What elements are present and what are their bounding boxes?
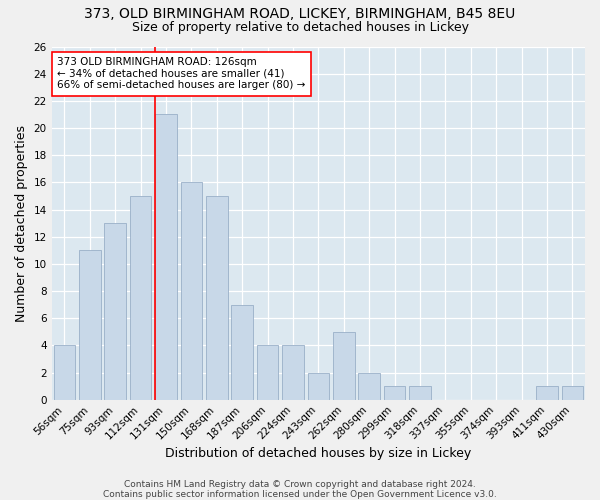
Bar [53, 346, 75, 400]
Bar [562, 386, 583, 400]
Bar [257, 346, 278, 400]
Y-axis label: Number of detached properties: Number of detached properties [15, 124, 28, 322]
Bar [409, 386, 431, 400]
Text: Size of property relative to detached houses in Lickey: Size of property relative to detached ho… [131, 21, 469, 34]
Bar [104, 223, 126, 400]
Bar [358, 372, 380, 400]
Bar [384, 386, 406, 400]
Text: 373, OLD BIRMINGHAM ROAD, LICKEY, BIRMINGHAM, B45 8EU: 373, OLD BIRMINGHAM ROAD, LICKEY, BIRMIN… [85, 8, 515, 22]
Bar [308, 372, 329, 400]
Bar [130, 196, 151, 400]
Text: 373 OLD BIRMINGHAM ROAD: 126sqm
← 34% of detached houses are smaller (41)
66% of: 373 OLD BIRMINGHAM ROAD: 126sqm ← 34% of… [57, 57, 305, 90]
Bar [536, 386, 557, 400]
Bar [282, 346, 304, 400]
X-axis label: Distribution of detached houses by size in Lickey: Distribution of detached houses by size … [165, 447, 472, 460]
Bar [232, 304, 253, 400]
Bar [181, 182, 202, 400]
Text: Contains HM Land Registry data © Crown copyright and database right 2024.
Contai: Contains HM Land Registry data © Crown c… [103, 480, 497, 499]
Bar [333, 332, 355, 400]
Bar [155, 114, 177, 400]
Bar [206, 196, 227, 400]
Bar [79, 250, 101, 400]
